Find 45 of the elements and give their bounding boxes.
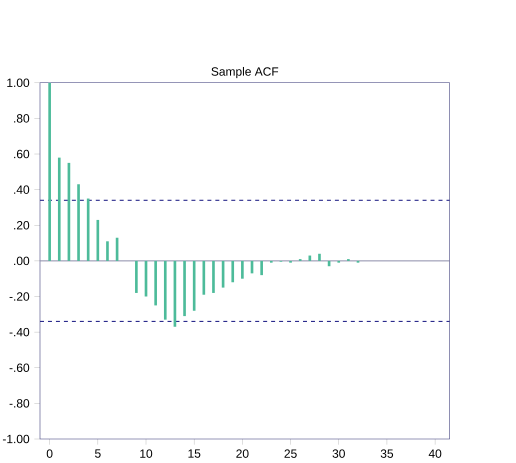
- y-tick-label: 1.00: [7, 78, 30, 88]
- bar: [183, 260, 186, 316]
- bar: [116, 238, 118, 261]
- chart-title: Sample ACF: [211, 66, 278, 78]
- x-tick-label: 15: [188, 449, 200, 458]
- x-tick-label: 20: [236, 449, 249, 458]
- x-tick-label: 30: [332, 449, 345, 458]
- x-tick-label: 5: [94, 449, 101, 458]
- bar: [202, 260, 206, 295]
- bar: [96, 220, 100, 261]
- x-tick-label: 10: [140, 449, 152, 458]
- bar: [68, 162, 70, 261]
- bar: [154, 260, 157, 306]
- bar: [241, 260, 244, 279]
- y-tick-label: .20: [14, 221, 30, 230]
- bar: [318, 254, 321, 261]
- y-tick-label: -.80: [10, 399, 30, 408]
- bar: [174, 260, 176, 327]
- x-tick-label: 40: [428, 449, 442, 458]
- bar: [222, 260, 224, 288]
- bar: [192, 260, 196, 311]
- y-tick-label: -.20: [10, 292, 30, 301]
- y-tick-label: .60: [14, 150, 30, 158]
- bar: [164, 260, 167, 320]
- y-tick-label: -1.00: [2, 434, 30, 444]
- y-tick-label: .40: [14, 185, 30, 194]
- bar: [58, 158, 61, 261]
- y-tick-label: .00: [14, 256, 30, 266]
- bar: [250, 260, 254, 274]
- x-tick-label: 35: [380, 449, 394, 458]
- bar: [48, 82, 51, 261]
- y-tick-label: -.40: [10, 328, 30, 336]
- bar: [308, 256, 312, 261]
- bar: [135, 260, 138, 293]
- bar: [77, 184, 80, 261]
- bar: [144, 260, 148, 297]
- bar: [86, 198, 90, 261]
- x-tick-label: 25: [284, 449, 297, 458]
- bar: [106, 241, 109, 261]
- bar: [212, 260, 215, 293]
- bar: [260, 260, 263, 276]
- x-tick-label: 0: [46, 449, 52, 458]
- y-tick-label: .80: [14, 114, 30, 123]
- y-tick-label: -.60: [10, 364, 30, 372]
- bar: [231, 260, 234, 282]
